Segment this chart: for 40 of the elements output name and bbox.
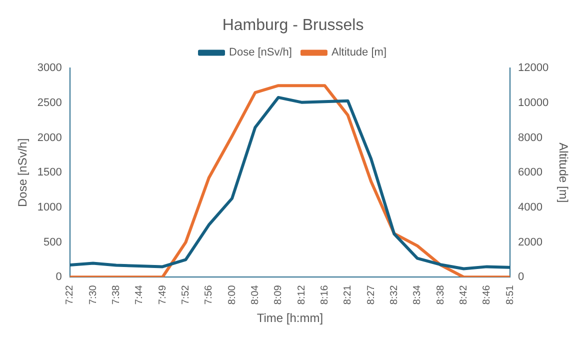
x-tick-label: 8:42 <box>458 284 470 305</box>
y2-tick-label: 8000 <box>518 132 542 144</box>
x-tick-label: 8:04 <box>250 284 261 305</box>
y2-tick-label: 6000 <box>518 166 542 179</box>
x-tick-label: 8:51 <box>504 284 516 305</box>
x-tick-label: 7:22 <box>64 284 76 305</box>
y2-tick-label: 4000 <box>518 202 542 214</box>
x-tick-label: 7:49 <box>157 284 168 305</box>
x-tick-label: 7:52 <box>180 284 192 305</box>
x-tick-label: 8:38 <box>435 284 446 305</box>
y-tick-label: 0 <box>56 271 62 284</box>
x-tick-label: 8:32 <box>388 284 400 305</box>
y2-tick-label: 0 <box>518 271 524 284</box>
legend-label: Altitude [m] <box>331 46 387 59</box>
x-tick-label: 8:12 <box>296 284 308 305</box>
chart-title: Hamburg - Brussels <box>222 17 364 34</box>
y-tick-label: 2000 <box>37 132 62 144</box>
x-tick-label: 7:44 <box>134 284 146 305</box>
x-tick-label: 8:21 <box>342 284 354 305</box>
y2-axis-title: Altitude [m] <box>556 142 570 203</box>
y-tick-label: 1500 <box>37 166 62 179</box>
x-tick-label: 8:34 <box>412 284 424 305</box>
y2-tick-label: 2000 <box>518 236 542 248</box>
y2-tick-label: 10000 <box>518 97 549 110</box>
x-axis-title: Time [h:mm] <box>256 311 324 326</box>
y-axis-title: Dose [nSv/h] <box>16 138 30 208</box>
legend-label: Dose [nSv/h] <box>229 46 292 59</box>
y-tick-label: 3000 <box>37 62 62 74</box>
x-tick-label: 8:00 <box>226 284 238 305</box>
y-tick-label: 1000 <box>37 202 62 214</box>
x-tick-label: 8:46 <box>482 284 493 305</box>
y-tick-label: 2500 <box>37 97 62 110</box>
y2-tick-label: 12000 <box>518 62 549 74</box>
x-tick-label: 7:30 <box>88 284 99 305</box>
y-tick-label: 500 <box>44 236 62 248</box>
x-tick-label: 7:38 <box>110 284 122 305</box>
x-tick-label: 7:56 <box>204 284 215 305</box>
x-tick-label: 8:09 <box>273 284 284 305</box>
x-tick-label: 8:27 <box>366 284 377 305</box>
x-tick-label: 8:16 <box>319 284 330 305</box>
